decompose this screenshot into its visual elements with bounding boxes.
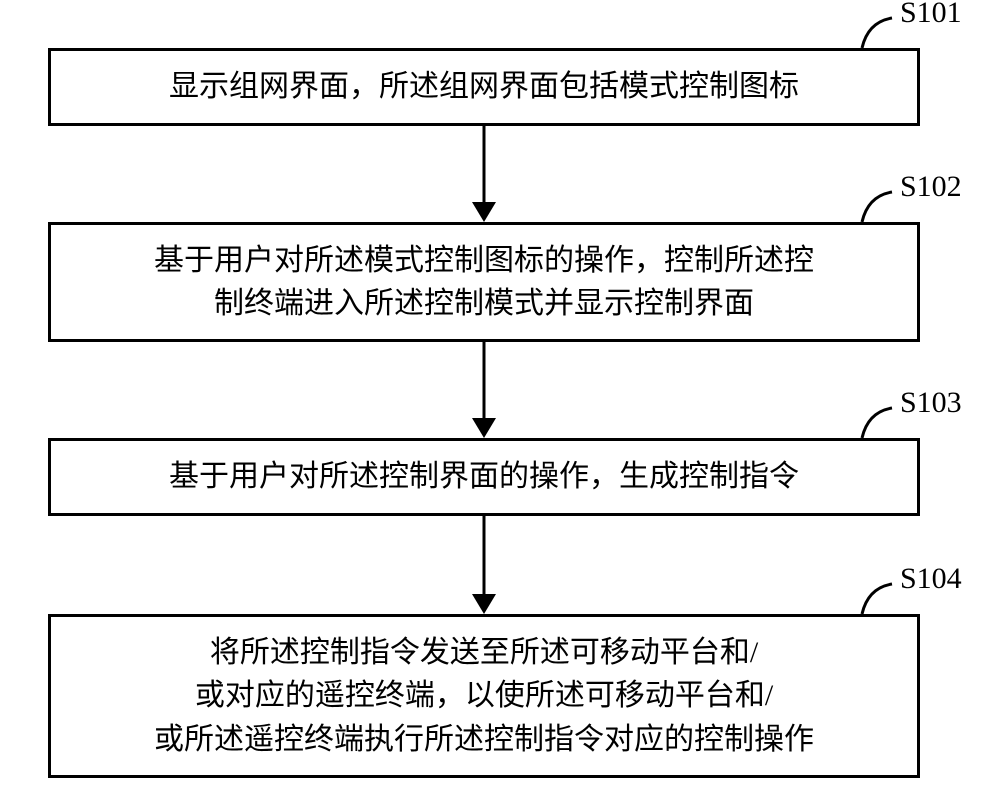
arrow-s103-s104 (0, 0, 1000, 801)
flowchart-canvas: 显示组网界面，所述组网界面包括模式控制图标S101基于用户对所述模式控制图标的操… (0, 0, 1000, 801)
